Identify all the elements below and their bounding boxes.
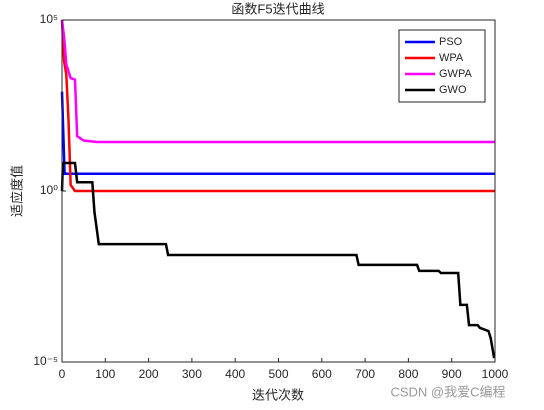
chart-title: 函数F5迭代曲线 xyxy=(231,1,324,16)
x-tick-label: 400 xyxy=(225,367,245,381)
legend-label: WPA xyxy=(439,52,464,64)
legend-label: PSO xyxy=(439,36,463,48)
legend-label: GWPA xyxy=(439,68,472,80)
x-tick-label: 600 xyxy=(312,367,332,381)
series-line xyxy=(60,91,495,175)
x-tick-label: 200 xyxy=(139,367,159,381)
y-tick-label: 10⁵ xyxy=(40,12,58,26)
y-tick-label: 10⁻⁵ xyxy=(33,354,58,368)
x-tick-label: 800 xyxy=(398,367,418,381)
x-tick-label: 900 xyxy=(442,367,462,381)
series-line xyxy=(60,19,495,144)
x-tick-label: 500 xyxy=(268,367,288,381)
x-tick-label: 700 xyxy=(355,367,375,381)
x-tick-label: 0 xyxy=(59,367,66,381)
x-tick-label: 300 xyxy=(182,367,202,381)
series-line xyxy=(60,19,495,193)
x-tick-label: 1000 xyxy=(482,367,509,381)
y-axis-label: 适应度值 xyxy=(9,165,24,217)
legend-label: GWO xyxy=(439,84,467,96)
plot-frame xyxy=(61,19,496,363)
x-tick-label: 100 xyxy=(95,367,115,381)
watermark: CSDN @我爱C编程 xyxy=(390,384,505,399)
series-line xyxy=(60,161,496,359)
x-axis-label: 迭代次数 xyxy=(252,387,304,402)
y-tick-label: 10⁰ xyxy=(40,183,58,197)
